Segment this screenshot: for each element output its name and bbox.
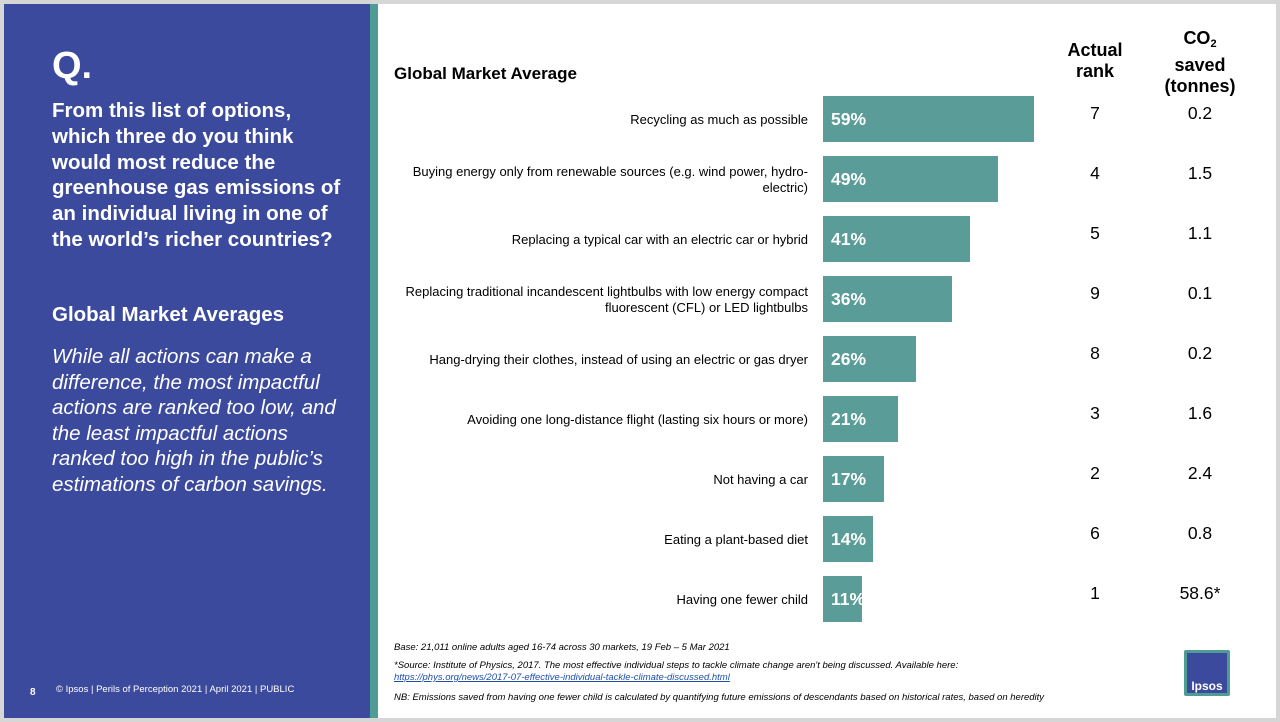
actual-rank-value: 5 xyxy=(1090,223,1100,243)
bar: 49% xyxy=(823,156,999,202)
actual-rank-value: 8 xyxy=(1090,343,1100,363)
co2-saved-value: 0.8 xyxy=(1187,523,1213,543)
logo-text: Ipsos xyxy=(1191,679,1223,693)
category-label: Avoiding one long-distance flight (lasti… xyxy=(467,412,808,427)
co2-saved-value: 1.5 xyxy=(1187,163,1213,183)
chart-row: Avoiding one long-distance flight (lasti… xyxy=(394,396,1254,444)
co2-header-line3: (tonnes) xyxy=(1164,76,1236,96)
co2-saved-value: 58.6* xyxy=(1179,583,1221,603)
commentary-text: While all actions can make a difference,… xyxy=(52,345,336,496)
co2-saved-header: CO2 saved (tonnes) xyxy=(1156,28,1244,97)
q-label: Q. xyxy=(52,45,93,87)
footer-text: © Ipsos | Perils of Perception 2021 | Ap… xyxy=(56,684,295,695)
category-label: Replacing traditional incandescent light… xyxy=(405,284,808,315)
actual-rank-value: 3 xyxy=(1090,403,1100,423)
category-label: Not having a car xyxy=(713,472,808,487)
actual-rank-value: 7 xyxy=(1090,103,1100,123)
category-label: Eating a plant-based diet xyxy=(664,532,808,547)
category-label: Recycling as much as possible xyxy=(630,112,808,127)
logo-mark xyxy=(1187,653,1227,693)
chart-row: Hang-drying their clothes, instead of us… xyxy=(394,336,1254,384)
chart-title: Global Market Average xyxy=(394,64,577,83)
chart-row: Having one fewer child 11% 1 58.6* xyxy=(394,576,1254,624)
actual-rank-value: 2 xyxy=(1090,463,1100,483)
subheading: Global Market Averages xyxy=(52,303,285,326)
bar-value-label: 14% xyxy=(831,529,867,549)
chart-row: Eating a plant-based diet 14% 6 0.8 xyxy=(394,516,1254,564)
chart-row: Recycling as much as possible 59% 7 0.2 xyxy=(394,96,1254,144)
actual-rank-value: 1 xyxy=(1090,583,1100,603)
actual-rank-value: 6 xyxy=(1090,523,1100,543)
co2-saved-value: 0.2 xyxy=(1187,343,1213,363)
category-label: Hang-drying their clothes, instead of us… xyxy=(429,352,808,367)
co2-saved-value: 2.4 xyxy=(1187,463,1213,483)
co2-saved-value: 1.6 xyxy=(1187,403,1213,423)
bar: 26% xyxy=(823,336,916,382)
actual-rank-header: Actual rank xyxy=(1056,40,1134,82)
ipsos-logo: Ipsos xyxy=(1184,650,1230,696)
bar: 11% xyxy=(823,576,863,622)
bar-value-label: 59% xyxy=(831,109,867,129)
chart-row: Buying energy only from renewable source… xyxy=(394,156,1254,204)
slide: Q. From this list of options, which thre… xyxy=(4,4,1276,718)
co2-saved-value: 0.1 xyxy=(1187,283,1213,303)
bar-value-label: 49% xyxy=(831,169,867,189)
rank-header-line2: rank xyxy=(1075,61,1115,81)
category-label: Replacing a typical car with an electric… xyxy=(511,232,808,247)
bar: 59% xyxy=(823,96,1034,142)
bar-value-label: 36% xyxy=(831,289,867,309)
bar-value-label: 11% xyxy=(831,589,863,609)
source-note: *Source: Institute of Physics, 2017. The… xyxy=(394,660,1094,684)
bar-value-label: 17% xyxy=(831,469,867,489)
bar-value-label: 41% xyxy=(831,229,867,249)
category-label: Buying energy only from renewable source… xyxy=(412,164,808,195)
bar-value-label: 26% xyxy=(831,349,867,369)
chart-row: Replacing a typical car with an electric… xyxy=(394,216,1254,264)
actual-rank-value: 4 xyxy=(1090,163,1100,183)
category-label: Having one fewer child xyxy=(676,592,808,607)
bar: 17% xyxy=(823,456,884,502)
co2-saved-value: 0.2 xyxy=(1187,103,1213,123)
source-link[interactable]: https://phys.org/news/2017-07-effective-… xyxy=(394,672,730,683)
left-panel: Q. From this list of options, which thre… xyxy=(4,4,370,718)
accent-strip xyxy=(370,4,378,718)
chart-row: Replacing traditional incandescent light… xyxy=(394,276,1254,324)
bar-value-label: 21% xyxy=(831,409,867,429)
bar: 14% xyxy=(823,516,874,562)
bar: 41% xyxy=(823,216,970,262)
co2-header-main: CO xyxy=(1183,28,1211,48)
actual-rank-value: 9 xyxy=(1090,283,1100,303)
co2-saved-value: 1.1 xyxy=(1187,223,1213,243)
page-number: 8 xyxy=(30,687,36,698)
base-note: Base: 21,011 online adults aged 16-74 ac… xyxy=(394,642,730,653)
chart-row: Not having a car 17% 2 2.4 xyxy=(394,456,1254,504)
co2-header-line2: saved xyxy=(1174,55,1226,75)
co2-header-sub: 2 xyxy=(1210,38,1217,50)
bar: 36% xyxy=(823,276,952,322)
bar: 21% xyxy=(823,396,899,442)
question-text: From this list of options, which three d… xyxy=(52,99,341,251)
source-text: *Source: Institute of Physics, 2017. The… xyxy=(394,660,959,671)
rank-header-line1: Actual xyxy=(1067,40,1123,60)
nb-note: NB: Emissions saved from having one fewe… xyxy=(394,692,1045,703)
